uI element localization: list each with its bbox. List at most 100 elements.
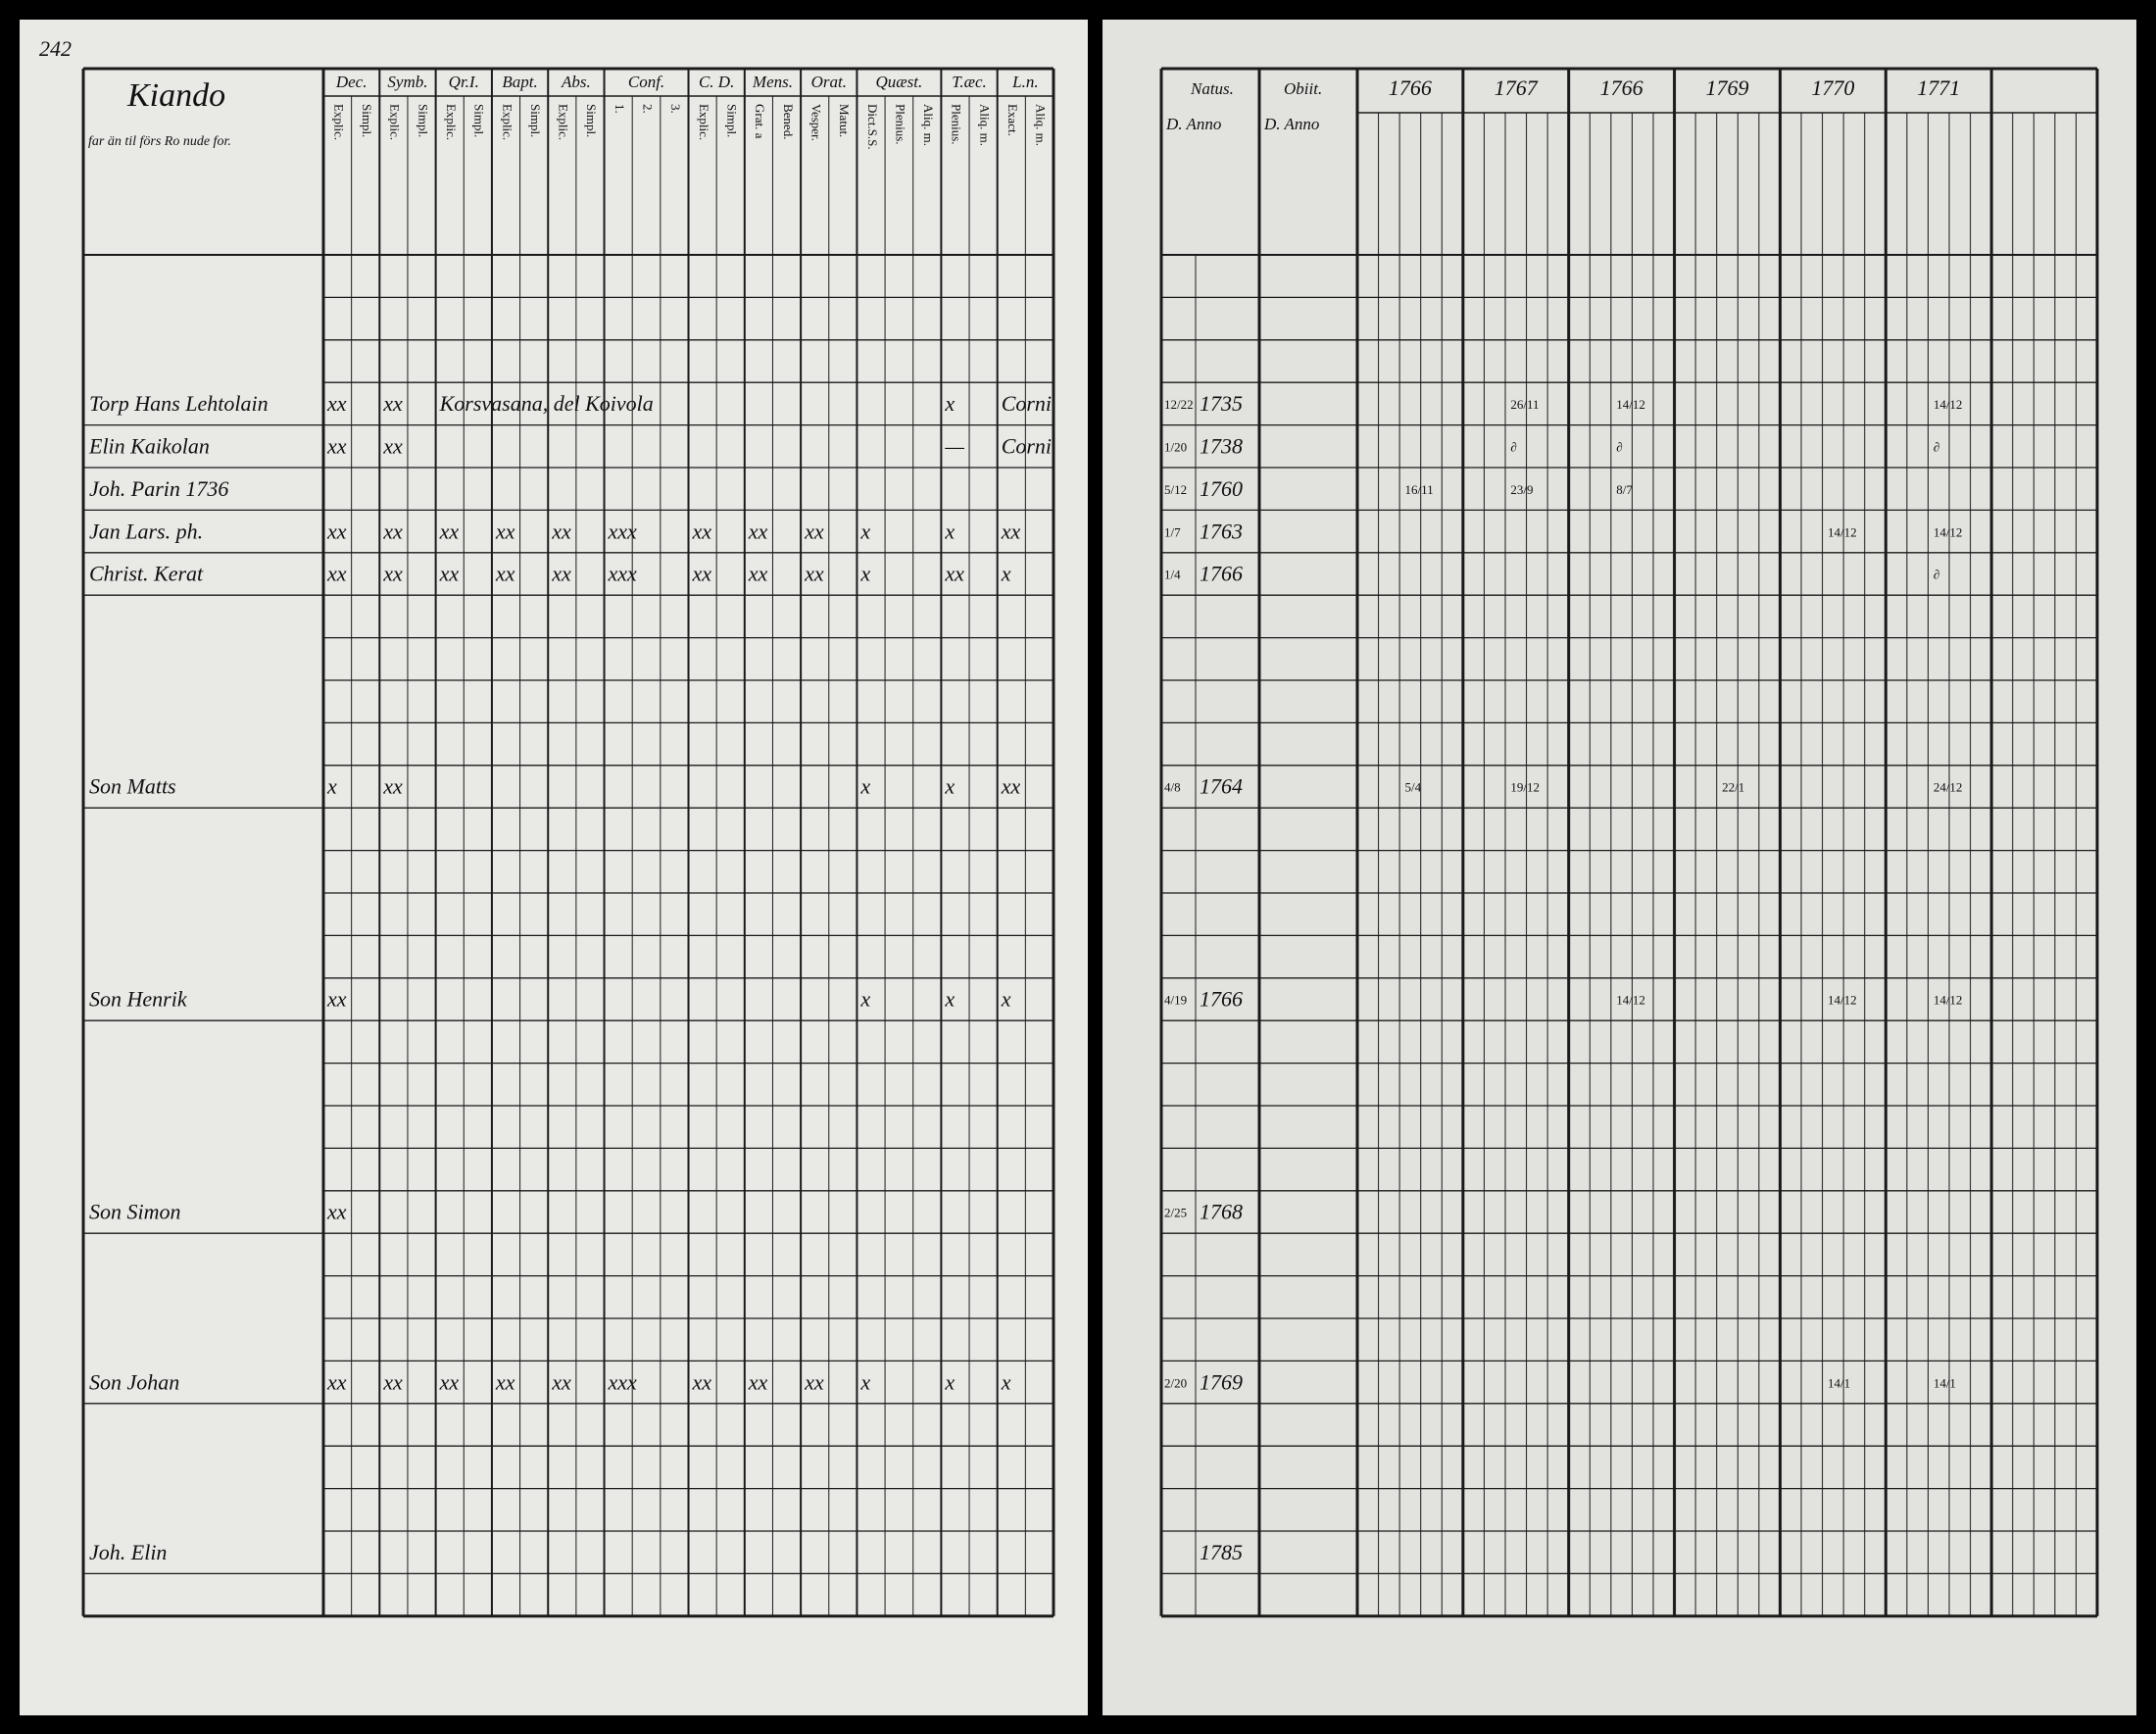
year-entry: 23/9 <box>1510 482 1533 497</box>
column-sub: Simpl. <box>584 104 599 137</box>
person-name: Son Henrik <box>89 987 188 1012</box>
year-entry: 14/12 <box>1828 524 1857 539</box>
birth-day: 5/12 <box>1164 482 1187 497</box>
column-title: Dec. <box>335 73 368 91</box>
year-entry: 14/12 <box>1616 993 1645 1008</box>
birth-year: 1735 <box>1200 391 1243 416</box>
column-sub: Explic. <box>500 104 514 140</box>
mark: xx <box>326 434 347 459</box>
column-sub: Matut. <box>837 104 852 137</box>
year-entry: 8/7 <box>1616 482 1633 497</box>
mark: xx <box>326 1369 347 1394</box>
mark: x <box>944 391 955 416</box>
column-title: Mens. <box>752 73 793 91</box>
column-sub: Aliq. m. <box>1034 104 1049 146</box>
mark: xx <box>804 519 824 543</box>
household-title: Kiando <box>126 77 225 114</box>
column-sub: Simpl. <box>360 104 374 137</box>
mark: xx <box>382 391 403 416</box>
column-title: C. D. <box>699 73 734 91</box>
column-sub: Exact. <box>1005 104 1020 136</box>
year-entry: ∂ <box>1934 568 1939 582</box>
person-name: Joh. Elin <box>89 1540 167 1564</box>
year-entry: 16/11 <box>1405 482 1434 497</box>
mark: xx <box>326 987 347 1012</box>
column-sub: Aliq. m. <box>977 104 992 146</box>
mark: xx <box>551 562 571 586</box>
mark: Korsvasana, del Koivola <box>439 391 654 416</box>
birth-year: 1766 <box>1200 987 1243 1012</box>
year-entry: 14/1 <box>1828 1375 1850 1390</box>
birth-day: 1/4 <box>1164 568 1181 582</box>
column-title: L.n. <box>1011 73 1038 91</box>
mark: xx <box>495 1369 515 1394</box>
year-header: 1769 <box>1706 75 1749 100</box>
natus-title: Natus. <box>1190 79 1234 98</box>
mark: xx <box>551 519 571 543</box>
column-title: Orat. <box>811 73 847 91</box>
mark: Corni <box>1002 434 1052 459</box>
mark: x <box>1001 562 1011 586</box>
obiit-sub: D. Anno <box>1263 115 1319 133</box>
year-entry: 26/11 <box>1510 397 1539 412</box>
mark: x <box>944 774 955 799</box>
column-sub: Explic. <box>444 104 459 140</box>
birth-year: 1760 <box>1200 476 1243 501</box>
person-name: Christ. Kerat <box>89 562 204 586</box>
year-entry: 14/12 <box>1934 993 1963 1008</box>
mark: xx <box>382 519 403 543</box>
year-entry: 14/12 <box>1934 397 1963 412</box>
year-entry: 19/12 <box>1510 780 1540 795</box>
mark: x <box>944 987 955 1012</box>
mark: xx <box>692 1369 712 1394</box>
mark: xx <box>748 519 768 543</box>
birth-year: 1763 <box>1200 519 1243 543</box>
mark: x <box>859 562 870 586</box>
mark: xx <box>326 1200 347 1224</box>
mark: x <box>1001 987 1011 1012</box>
mark: xx <box>804 562 824 586</box>
mark: xx <box>326 562 347 586</box>
mark: xx <box>692 562 712 586</box>
year-entry: ∂ <box>1510 439 1516 454</box>
mark: xx <box>804 1369 824 1394</box>
mark: xxx <box>608 562 638 586</box>
mark: x <box>944 519 955 543</box>
mark: xx <box>382 774 403 799</box>
left-page <box>20 20 1088 1715</box>
year-entry: 22/1 <box>1722 780 1744 795</box>
person-name: Elin Kaikolan <box>88 434 210 459</box>
person-name: Son Simon <box>89 1200 181 1224</box>
year-header: 1770 <box>1811 75 1854 100</box>
mark: x <box>326 774 337 799</box>
mark: xx <box>439 562 460 586</box>
year-header: 1766 <box>1389 75 1432 100</box>
mark: xx <box>495 562 515 586</box>
year-entry: 5/4 <box>1405 780 1422 795</box>
year-entry: 24/12 <box>1934 780 1963 795</box>
birth-day: 12/22 <box>1164 397 1194 412</box>
mark: xx <box>382 434 403 459</box>
column-sub: Simpl. <box>724 104 739 137</box>
mark: x <box>859 774 870 799</box>
mark: xx <box>382 1369 403 1394</box>
year-entry: 14/12 <box>1828 993 1857 1008</box>
mark: xx <box>439 519 460 543</box>
mark: — <box>944 434 964 459</box>
right-page <box>1102 20 2136 1715</box>
year-entry: 14/12 <box>1934 524 1963 539</box>
column-title: Bapt. <box>502 73 537 91</box>
birth-day: 4/8 <box>1164 780 1181 795</box>
mark: xx <box>495 519 515 543</box>
column-sub: Vesper. <box>808 104 823 141</box>
mark: xx <box>326 391 347 416</box>
birth-day: 1/20 <box>1164 439 1187 454</box>
household-note: far än til förs Ro nude for. <box>88 134 231 149</box>
mark: x <box>944 1369 955 1394</box>
natus-sub: D. Anno <box>1165 115 1221 133</box>
column-title: Qr.I. <box>449 73 479 91</box>
mark: xxx <box>608 519 638 543</box>
person-name: Torp Hans Lehtolain <box>89 391 269 416</box>
page-number: 242 <box>39 36 72 61</box>
birth-day: 2/20 <box>1164 1375 1187 1390</box>
